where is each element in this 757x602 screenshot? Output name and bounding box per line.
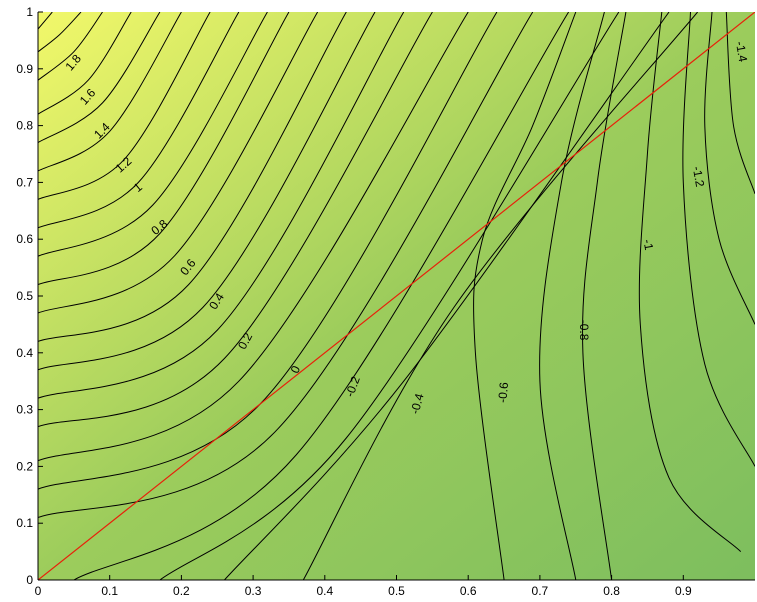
contour-line	[38, 12, 498, 490]
contour-line	[38, 12, 161, 144]
contour-line	[38, 12, 433, 428]
contour-line	[38, 12, 182, 172]
x-tick-label: 0.4	[316, 584, 333, 598]
contour-line	[582, 12, 627, 580]
contour-line	[38, 12, 82, 53]
contour-label: -0.8	[577, 320, 591, 341]
y-tick-label: 0.6	[16, 232, 33, 246]
x-tick-label: 0.3	[245, 584, 262, 598]
x-tick-label: 0.9	[675, 584, 692, 598]
y-tick-label: 0.7	[16, 175, 33, 189]
contour-label: -1.4	[733, 40, 750, 63]
contour-line	[38, 12, 469, 462]
y-tick-label: 0.1	[16, 516, 33, 530]
contour-line	[473, 12, 577, 580]
contour-line	[725, 12, 755, 194]
x-tick-label: 0.2	[173, 584, 190, 598]
contour-line	[38, 12, 319, 314]
contour-label: -1.2	[690, 165, 707, 188]
contour-line	[38, 12, 240, 229]
contour-line	[38, 12, 347, 342]
y-tick-label: 0.5	[16, 289, 33, 303]
x-tick-label: 0	[35, 584, 42, 598]
contour-line	[38, 12, 211, 200]
y-tick-label: 0.9	[16, 62, 33, 76]
contour-line	[38, 12, 376, 371]
contour-line	[638, 12, 742, 552]
contour-label: -0.2	[343, 374, 363, 399]
y-tick-label: 0	[26, 573, 33, 587]
contour-line	[38, 12, 103, 81]
contour-line	[38, 12, 534, 518]
y-tick-label: 0.2	[16, 459, 33, 473]
contour-line	[38, 12, 405, 399]
contour-label: -0.6	[495, 381, 511, 403]
contour-line	[38, 12, 268, 257]
contour-line	[704, 12, 755, 325]
x-tick-label: 0.5	[388, 584, 405, 598]
contour-line	[682, 12, 755, 467]
contour-line	[539, 12, 605, 580]
contour-line	[159, 12, 620, 580]
contour-label: -0.4	[408, 392, 427, 416]
contour-lines	[38, 12, 755, 580]
contour-line	[38, 12, 290, 286]
y-tick-label: 1	[26, 5, 33, 19]
x-tick-label: 0.8	[603, 584, 620, 598]
reference-line	[38, 12, 755, 580]
y-tick-label: 0.3	[16, 403, 33, 417]
contour-line	[73, 12, 570, 580]
contour-line	[38, 12, 132, 115]
contour-label: -1	[640, 238, 656, 251]
y-tick-label: 0.4	[16, 346, 33, 360]
x-tick-label: 0.6	[460, 584, 477, 598]
y-tick-label: 0.8	[16, 119, 33, 133]
contour-line	[38, 12, 53, 30]
x-tick-label: 0.7	[532, 584, 549, 598]
x-tick-label: 0.1	[101, 584, 118, 598]
contour-line	[302, 12, 698, 580]
